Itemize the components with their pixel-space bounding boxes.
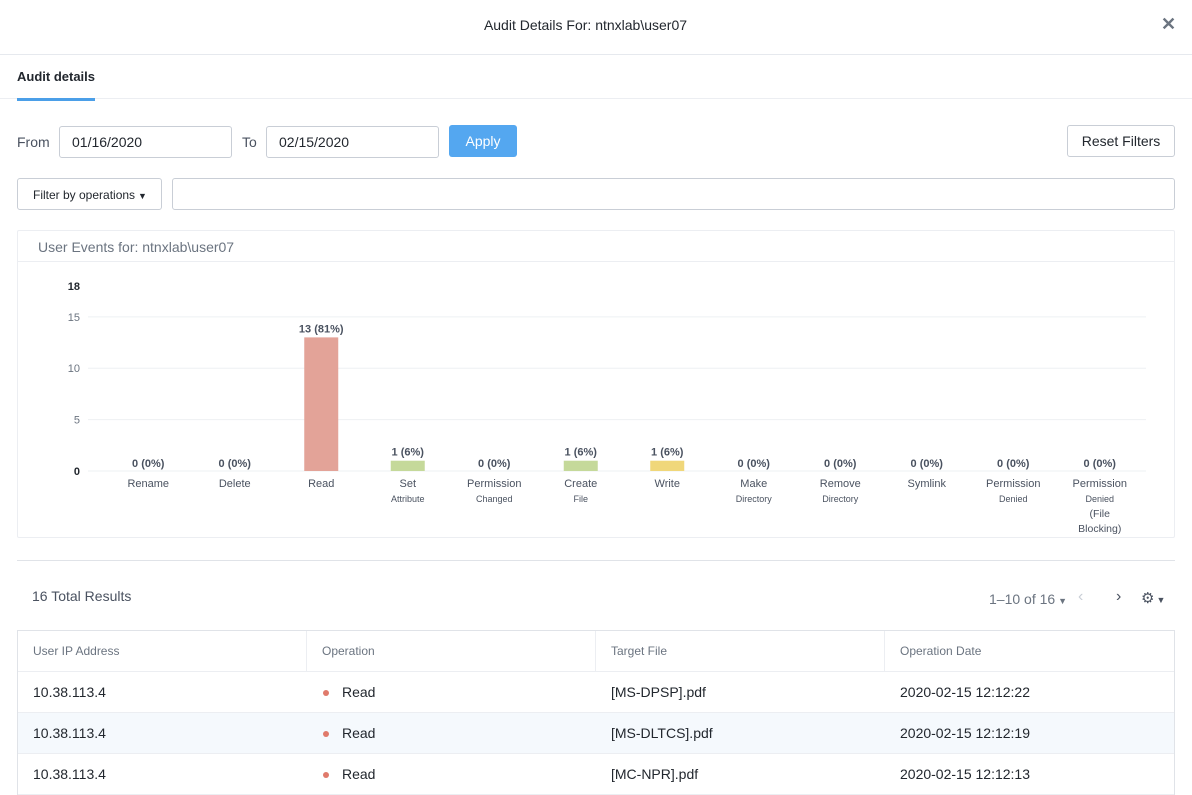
table-row[interactable]: 10.38.113.4 Read [MS-DLTCS].pdf 2020-02-… <box>18 713 1174 754</box>
to-date-input[interactable] <box>266 126 439 158</box>
pagination-label: 1–10 of 16 <box>989 591 1056 607</box>
column-header[interactable]: Target File <box>611 644 668 658</box>
x-tick-sublabel: Denied <box>1085 494 1114 504</box>
data-label: 0 (0%) <box>478 458 511 470</box>
to-label: To <box>242 134 257 150</box>
x-tick-label: Symlink <box>907 478 946 490</box>
x-tick-label: Permission <box>986 478 1040 490</box>
pagination-dropdown[interactable]: 1–10 of 16 ▼ <box>989 591 1067 607</box>
cell-operation-date: 2020-02-15 12:12:13 <box>900 766 1030 782</box>
chevron-down-icon: ▼ <box>1058 596 1068 606</box>
y-tick-label: 5 <box>74 415 80 427</box>
modal-title: Audit Details For: ntnxlab\user07 <box>483 17 688 33</box>
tab-bar: Audit details <box>0 56 1192 101</box>
bar-chart: 0 5 10 15 18 0 (0%) Rename 0 (0%) Delete 13 (81%)… <box>68 281 1146 535</box>
x-tick-label: Read <box>308 478 334 490</box>
table-row[interactable]: 10.38.113.4 Read [MS-DPSP].pdf 2020-02-1… <box>18 672 1174 713</box>
x-tick-label: Rename <box>127 478 169 490</box>
data-label: 0 (0%) <box>132 458 165 470</box>
y-tick-label: 15 <box>68 312 80 324</box>
x-tick-sublabel: File <box>573 494 588 504</box>
x-tick-sublabel: Directory <box>822 494 859 504</box>
x-tick-label: Set <box>399 478 416 490</box>
x-tick-sublabel: Changed <box>476 494 513 504</box>
data-label: 1 (6%) <box>392 447 425 459</box>
x-tick-label: Permission <box>1073 478 1127 490</box>
column-header[interactable]: Operation Date <box>900 644 982 658</box>
operations-filter-input[interactable] <box>172 178 1175 210</box>
x-tick-label: Write <box>655 478 680 490</box>
tab-audit-details[interactable]: Audit details <box>17 69 95 101</box>
data-label: 0 (0%) <box>824 458 857 470</box>
chart-bar <box>390 460 425 471</box>
data-label: 0 (0%) <box>1084 458 1117 470</box>
x-tick-label: Make <box>740 478 767 490</box>
column-divider <box>884 631 885 672</box>
x-tick-sublabel: Attribute <box>391 494 425 504</box>
cell-target-file: [MS-DPSP].pdf <box>611 684 706 700</box>
x-tick-label: Permission <box>467 478 521 490</box>
data-label: 0 (0%) <box>997 458 1030 470</box>
cell-ip: 10.38.113.4 <box>33 725 106 741</box>
user-events-chart-panel: User Events for: ntnxlab\user07 0 5 10 15 18… <box>17 230 1175 538</box>
column-divider <box>595 631 596 672</box>
x-tick-sublabel: (File <box>1090 508 1111 520</box>
filter-operations-label: Filter by operations <box>33 188 136 202</box>
chevron-right-icon[interactable]: › <box>1116 588 1122 605</box>
data-label: 0 (0%) <box>738 458 771 470</box>
y-tick-label: 10 <box>68 363 80 375</box>
filter-operations-dropdown[interactable]: Filter by operations ▼ <box>17 178 162 210</box>
modal-header: Audit Details For: ntnxlab\user07 ✕ <box>0 0 1192 55</box>
x-tick-label: Create <box>564 478 597 490</box>
column-header[interactable]: Operation <box>322 644 375 658</box>
table-header-row: User IP Address Operation Target File Op… <box>18 631 1174 672</box>
chart-header-divider <box>18 261 1174 262</box>
column-header[interactable]: User IP Address <box>33 644 120 658</box>
data-label: 1 (6%) <box>565 447 598 459</box>
x-tick-sublabel: Denied <box>999 494 1028 504</box>
cell-operation: Read <box>342 684 376 700</box>
chart-bar <box>563 460 598 471</box>
apply-button[interactable]: Apply <box>449 125 517 157</box>
status-dot <box>323 690 329 696</box>
chart-bar <box>304 337 339 471</box>
cell-ip: 10.38.113.4 <box>33 766 106 782</box>
section-divider <box>17 560 1175 561</box>
x-tick-sublabel: Blocking) <box>1078 523 1121 535</box>
close-icon[interactable]: ✕ <box>1161 14 1177 34</box>
cell-operation-date: 2020-02-15 12:12:22 <box>900 684 1030 700</box>
reset-filters-button[interactable]: Reset Filters <box>1067 125 1175 157</box>
audit-results-table: User IP Address Operation Target File Op… <box>17 630 1175 795</box>
data-label: 13 (81%) <box>299 323 344 335</box>
chart-bar <box>650 460 685 471</box>
cell-operation-date: 2020-02-15 12:12:19 <box>900 725 1030 741</box>
chart-title: User Events for: ntnxlab\user07 <box>38 239 235 255</box>
cell-target-file: [MC-NPR].pdf <box>611 766 699 782</box>
total-results: 16 Total Results <box>32 588 132 604</box>
chevron-down-icon: ▼ <box>138 191 147 201</box>
status-dot <box>323 731 329 737</box>
from-date-input[interactable] <box>59 126 232 158</box>
cell-operation: Read <box>342 725 376 741</box>
x-tick-sublabel: Directory <box>736 494 773 504</box>
x-tick-label: Delete <box>219 478 251 490</box>
table-row[interactable]: 10.38.113.4 Read [MC-NPR].pdf 2020-02-15… <box>18 754 1174 795</box>
cell-ip: 10.38.113.4 <box>33 684 106 700</box>
data-label: 1 (6%) <box>651 447 684 459</box>
chevron-left-icon[interactable]: ‹ <box>1078 588 1084 605</box>
status-dot <box>323 772 329 778</box>
y-tick-label: 18 <box>68 281 80 293</box>
y-tick-label: 0 <box>74 466 80 478</box>
data-label: 0 (0%) <box>911 458 944 470</box>
from-label: From <box>17 134 50 150</box>
cell-target-file: [MS-DLTCS].pdf <box>611 725 713 741</box>
x-tick-label: Remove <box>820 478 861 490</box>
cell-operation: Read <box>342 766 376 782</box>
data-label: 0 (0%) <box>219 458 252 470</box>
gear-icon[interactable]: ⚙ ▼ <box>1141 590 1166 607</box>
column-divider <box>306 631 307 672</box>
